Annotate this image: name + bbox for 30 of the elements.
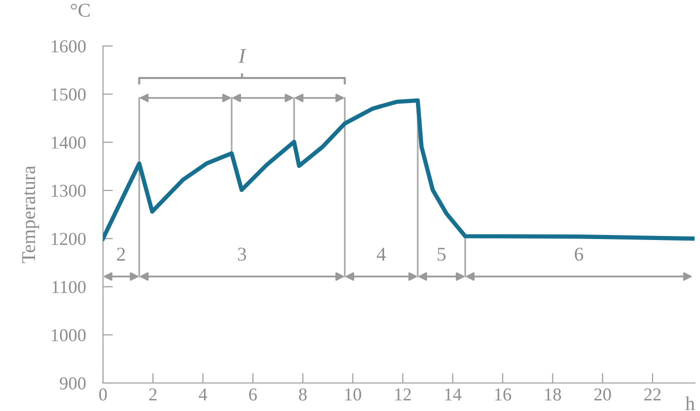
y-tick-label: 1400	[52, 136, 86, 149]
y-tick-label: 1500	[52, 88, 86, 101]
annotation: 3	[238, 248, 246, 261]
x-axis-title: h	[685, 396, 695, 410]
x-tick-label: 0	[99, 388, 107, 401]
x-tick-label: 8	[299, 388, 307, 401]
y-tick-label: 1100	[52, 280, 86, 294]
x-tick-label: 10	[345, 388, 362, 401]
y-tick-label: 1000	[52, 329, 86, 342]
y-tick-label: 1300	[52, 184, 86, 197]
annotation: 6	[574, 248, 584, 261]
x-tick-label: 12	[395, 388, 411, 400]
annotation: 2	[117, 248, 125, 261]
x-tick-label: 14	[445, 388, 462, 400]
annotation: I	[238, 49, 246, 63]
text: °C	[70, 4, 90, 17]
x-tick-label: 6	[249, 388, 257, 401]
x-tick-label: 16	[495, 388, 512, 401]
x-tick-label: 20	[594, 388, 611, 401]
y-tick-label: 1600	[52, 40, 86, 52]
x-tick-label: 2	[149, 388, 156, 400]
annotation: 4	[376, 248, 386, 261]
x-tick-label: 18	[545, 388, 561, 401]
y-tick-label: 900	[60, 377, 86, 390]
annotation: 5	[438, 248, 446, 261]
x-tick-label: 4	[198, 388, 208, 400]
y-tick-label: 1200	[52, 232, 86, 246]
x-tick-label: 22	[644, 388, 661, 400]
line-series	[103, 98, 695, 241]
y-axis-title: Temperatura	[22, 166, 40, 264]
